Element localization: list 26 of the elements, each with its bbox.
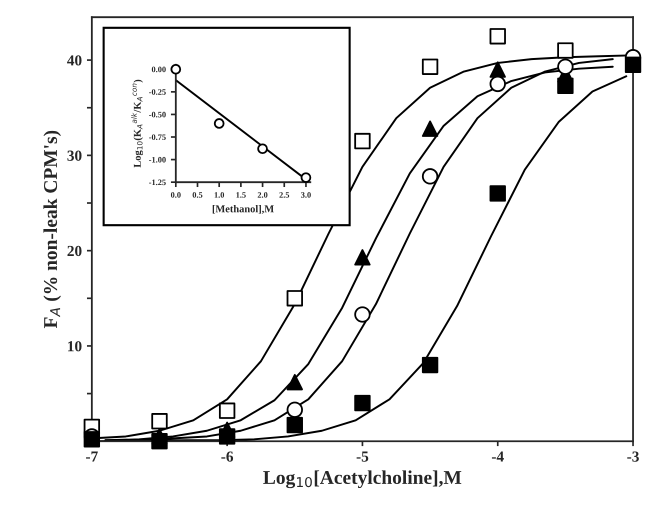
y-axis-title: F$_{A}$ (% non-leak CPM's) bbox=[43, 130, 62, 328]
x-tick-label: 2.5 bbox=[279, 192, 290, 198]
x-tick-label: 1.0 bbox=[214, 192, 224, 198]
y-tick-label: -0.75 bbox=[149, 134, 166, 140]
y-tick-label: 40 bbox=[67, 55, 82, 66]
x-tick-label: -6 bbox=[221, 451, 234, 462]
x-tick-label: -3 bbox=[627, 451, 639, 462]
x-tick-label: 1.5 bbox=[236, 192, 246, 198]
x-axis-title: [Methanol],M bbox=[212, 204, 274, 214]
y-tick-label: 0.00 bbox=[152, 66, 166, 72]
text: Log$_{10}$(K$_{A}$$^{alk}$/K$_{A}$$^{con}$) bbox=[131, 80, 144, 168]
x-tick-label: 0.0 bbox=[170, 192, 181, 198]
y-tick-label: 30 bbox=[67, 150, 82, 161]
y-tick-label: 20 bbox=[67, 246, 82, 256]
y-tick-label: -0.50 bbox=[149, 112, 166, 118]
x-axis-title: Log$_{10}$[Acetylcholine],M bbox=[263, 470, 462, 488]
x-tick-label: -4 bbox=[492, 452, 504, 462]
x-tick-label: -5 bbox=[356, 452, 368, 462]
y-tick-label: 10 bbox=[68, 341, 82, 352]
y-tick-label: -0.25 bbox=[149, 89, 166, 95]
y-tick-label: -1.00 bbox=[149, 156, 166, 163]
x-tick-label: 2.0 bbox=[258, 192, 268, 198]
x-tick-label: 0.5 bbox=[192, 192, 202, 198]
y-tick-label: -1.25 bbox=[149, 180, 166, 186]
x-tick-label: 3.0 bbox=[301, 192, 311, 198]
x-tick-label: -7 bbox=[86, 452, 98, 462]
